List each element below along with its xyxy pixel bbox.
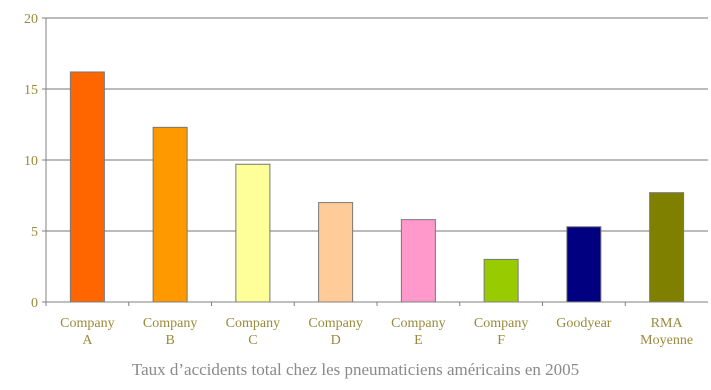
bar (152, 126, 188, 303)
y-tick-label: 0 (31, 296, 38, 311)
gridlines (46, 17, 708, 232)
bar (235, 163, 271, 303)
bar (69, 71, 105, 303)
bar (483, 258, 519, 303)
x-category-label: Company (308, 316, 362, 331)
y-tick-label: 20 (24, 12, 38, 27)
x-category-label: Company (143, 316, 197, 331)
y-tick-label: 15 (24, 83, 38, 98)
bar (649, 192, 685, 303)
x-category-label: Company (60, 316, 114, 331)
bar (318, 202, 354, 303)
x-category-label: Company (391, 316, 445, 331)
x-category-label: C (248, 333, 257, 348)
x-category-label: RMA (651, 316, 684, 331)
bars (69, 71, 685, 303)
x-category-label: Goodyear (556, 316, 612, 331)
x-category-label: A (82, 333, 93, 348)
x-category-label: Company (474, 316, 528, 331)
y-tick-label: 10 (24, 154, 38, 169)
y-tick-label: 5 (31, 225, 38, 240)
x-category-label: F (497, 333, 505, 348)
bar (400, 219, 436, 303)
x-axis-labels: Company A Company B Company C Company D Company E… (45, 302, 693, 348)
x-category-label: E (414, 333, 423, 348)
x-category-label: D (331, 333, 341, 348)
y-axis-ticks: 0 5 10 15 20 (24, 12, 46, 311)
bar (566, 226, 602, 303)
chart-caption: Taux d’accidents total chez les pneumati… (131, 360, 580, 379)
x-category-label: Company (226, 316, 280, 331)
x-category-label: Moyenne (640, 333, 693, 348)
x-category-label: B (165, 333, 174, 348)
